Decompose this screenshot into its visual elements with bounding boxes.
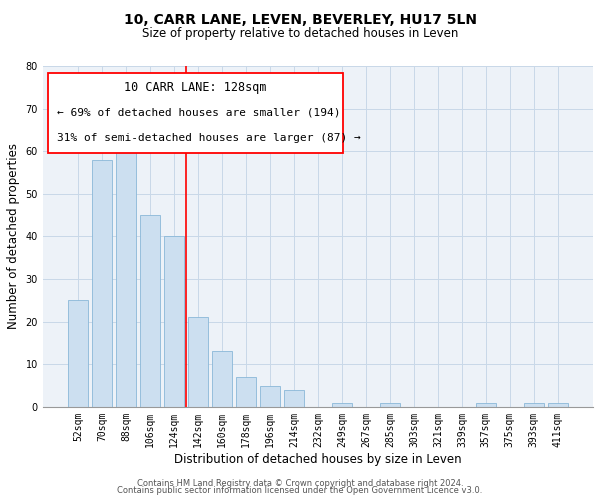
Text: 10 CARR LANE: 128sqm: 10 CARR LANE: 128sqm [124, 80, 266, 94]
Text: Size of property relative to detached houses in Leven: Size of property relative to detached ho… [142, 28, 458, 40]
Bar [284, 390, 304, 407]
Text: Contains HM Land Registry data © Crown copyright and database right 2024.: Contains HM Land Registry data © Crown c… [137, 478, 463, 488]
Bar [380, 402, 400, 407]
Bar [116, 138, 136, 407]
Text: ← 69% of detached houses are smaller (194): ← 69% of detached houses are smaller (19… [57, 108, 341, 118]
Bar [548, 402, 568, 407]
Y-axis label: Number of detached properties: Number of detached properties [7, 144, 20, 330]
Bar [140, 215, 160, 407]
Text: 10, CARR LANE, LEVEN, BEVERLEY, HU17 5LN: 10, CARR LANE, LEVEN, BEVERLEY, HU17 5LN [124, 12, 476, 26]
Bar [212, 352, 232, 407]
Bar [476, 402, 496, 407]
Bar [164, 236, 184, 407]
Bar [188, 318, 208, 407]
Bar [236, 377, 256, 407]
Text: Contains public sector information licensed under the Open Government Licence v3: Contains public sector information licen… [118, 486, 482, 495]
X-axis label: Distribution of detached houses by size in Leven: Distribution of detached houses by size … [174, 452, 462, 466]
Text: 31% of semi-detached houses are larger (87) →: 31% of semi-detached houses are larger (… [57, 134, 361, 143]
FancyBboxPatch shape [48, 73, 343, 153]
Bar [524, 402, 544, 407]
Bar [260, 386, 280, 407]
Bar [68, 300, 88, 407]
Bar [332, 402, 352, 407]
Bar [92, 160, 112, 407]
